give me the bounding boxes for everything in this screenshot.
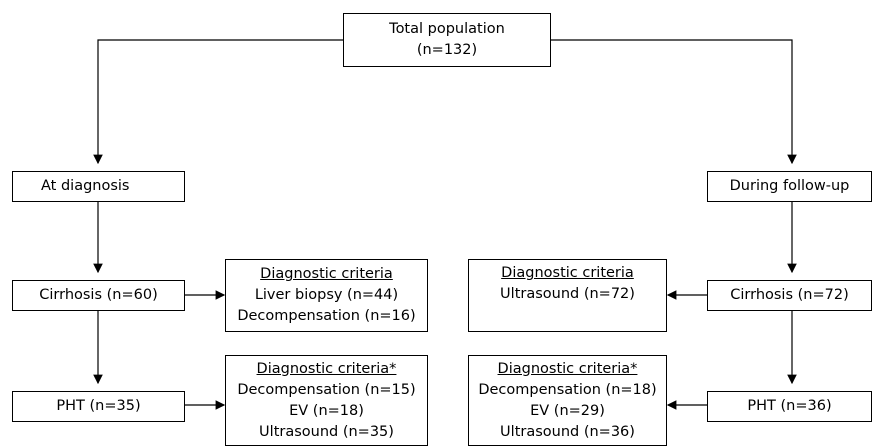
criteria-heading: Diagnostic criteria	[501, 265, 634, 281]
pht-left-label: PHT (n=35)	[56, 398, 141, 414]
cirrhosis-right-box: Cirrhosis (n=72)	[707, 280, 872, 311]
criteria-line: Liver biopsy (n=44)	[254, 287, 399, 303]
total-population-title: Total population	[389, 21, 505, 37]
criteria-cirrhosis-right-box: Diagnostic criteria Ultrasound (n=72)	[468, 259, 667, 332]
criteria-heading: Diagnostic criteria*	[497, 360, 638, 377]
criteria-line: EV (n=18)	[289, 402, 364, 419]
cirrhosis-right-label: Cirrhosis (n=72)	[730, 287, 849, 303]
criteria-heading: Diagnostic criteria*	[256, 360, 397, 377]
at-diagnosis-label: At diagnosis	[41, 178, 130, 194]
criteria-cirrhosis-left-box: Diagnostic criteria Liver biopsy (n=44) …	[225, 259, 428, 332]
total-population-count: (n=132)	[416, 42, 478, 58]
pht-left-box: PHT (n=35)	[12, 391, 185, 422]
arrow-total-to-during-followup	[551, 39, 797, 165]
criteria-line: Decompensation (n=15)	[237, 381, 416, 398]
criteria-line: Ultrasound (n=35)	[259, 423, 394, 440]
criteria-line: EV (n=29)	[530, 402, 605, 419]
criteria-line: Ultrasound (n=72)	[500, 286, 635, 302]
criteria-line: Decompensation (n=18)	[478, 381, 657, 398]
arrow-total-to-at-diagnosis	[93, 39, 343, 165]
criteria-heading: Diagnostic criteria	[260, 266, 393, 282]
criteria-pht-right-box: Diagnostic criteria* Decompensation (n=1…	[468, 355, 667, 446]
criteria-pht-left-box: Diagnostic criteria* Decompensation (n=1…	[225, 355, 428, 446]
during-followup-box: During follow-up	[707, 171, 872, 202]
pht-right-label: PHT (n=36)	[747, 398, 832, 414]
at-diagnosis-box: At diagnosis	[12, 171, 185, 202]
cirrhosis-left-box: Cirrhosis (n=60)	[12, 280, 185, 311]
criteria-line: Decompensation (n=16)	[237, 308, 416, 324]
total-population-box: Total population (n=132)	[343, 13, 551, 67]
cirrhosis-left-label: Cirrhosis (n=60)	[39, 287, 158, 303]
during-followup-label: During follow-up	[729, 178, 850, 194]
pht-right-box: PHT (n=36)	[707, 391, 872, 422]
criteria-line: Ultrasound (n=36)	[500, 423, 635, 440]
